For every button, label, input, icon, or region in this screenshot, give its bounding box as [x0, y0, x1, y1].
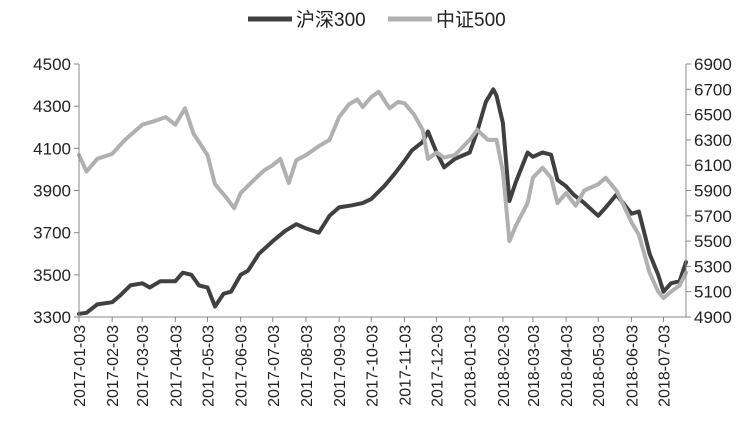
x-tick-label: 2017-02-03 — [105, 325, 122, 407]
x-tick-label: 2017-10-03 — [364, 325, 381, 407]
x-tick-label: 2017-03-03 — [135, 325, 152, 407]
right-tick-label: 4900 — [694, 308, 732, 327]
right-tick-label: 5700 — [694, 207, 732, 226]
axes-layer: 3300 3500 3700 3900 4100 4300 4500 4900 5100 5300… — [33, 55, 732, 407]
legend: 沪深300 中证500 — [248, 9, 506, 31]
legend-label-zz500: 中证500 — [436, 9, 506, 31]
x-tick-label: 2017-12-03 — [430, 325, 447, 407]
x-tick-label: 2017-09-03 — [332, 325, 349, 407]
x-tick-label: 2017-04-03 — [168, 325, 185, 407]
x-tick-label: 2018-06-03 — [624, 325, 641, 407]
right-tick-label: 5500 — [694, 232, 732, 251]
x-tick-label: 2018-02-03 — [496, 325, 513, 407]
series-line-hs300 — [77, 87, 688, 316]
x-tick-label: 2018-04-03 — [559, 325, 576, 407]
right-tick-label: 5100 — [694, 283, 732, 302]
x-tick-label: 2017-08-03 — [299, 325, 316, 407]
right-tick-label: 6100 — [694, 156, 732, 175]
left-tick-label: 3700 — [33, 224, 71, 243]
series-layer — [77, 87, 688, 316]
x-tick-label: 2017-05-03 — [200, 325, 217, 407]
x-tick-label: 2018-07-03 — [657, 325, 674, 407]
x-tick-label: 2017-11-03 — [397, 325, 414, 406]
right-tick-label: 6900 — [694, 55, 732, 74]
x-tick-label: 2018-05-03 — [591, 325, 608, 407]
left-tick-label: 3500 — [33, 266, 71, 285]
left-tick-label: 4500 — [33, 55, 71, 74]
left-tick-label: 3300 — [33, 308, 71, 327]
x-tick-label: 2018-01-03 — [463, 325, 480, 407]
x-tick-label: 2018-03-03 — [526, 325, 543, 407]
legend-label-hs300: 沪深300 — [296, 9, 366, 31]
right-tick-label: 6500 — [694, 106, 732, 125]
left-tick-label: 4100 — [33, 139, 71, 158]
x-tick-label: 2017-06-03 — [234, 325, 251, 407]
x-tick-label: 2017-07-03 — [266, 325, 283, 407]
right-tick-label: 5900 — [694, 182, 732, 201]
right-tick-label: 6700 — [694, 80, 732, 99]
right-tick-label: 6300 — [694, 131, 732, 150]
x-tick-label: 2017-01-03 — [72, 325, 89, 407]
left-tick-label: 4300 — [33, 97, 71, 116]
left-tick-label: 3900 — [33, 182, 71, 201]
right-tick-label: 5300 — [694, 257, 732, 276]
series-line-zz500 — [77, 89, 688, 300]
